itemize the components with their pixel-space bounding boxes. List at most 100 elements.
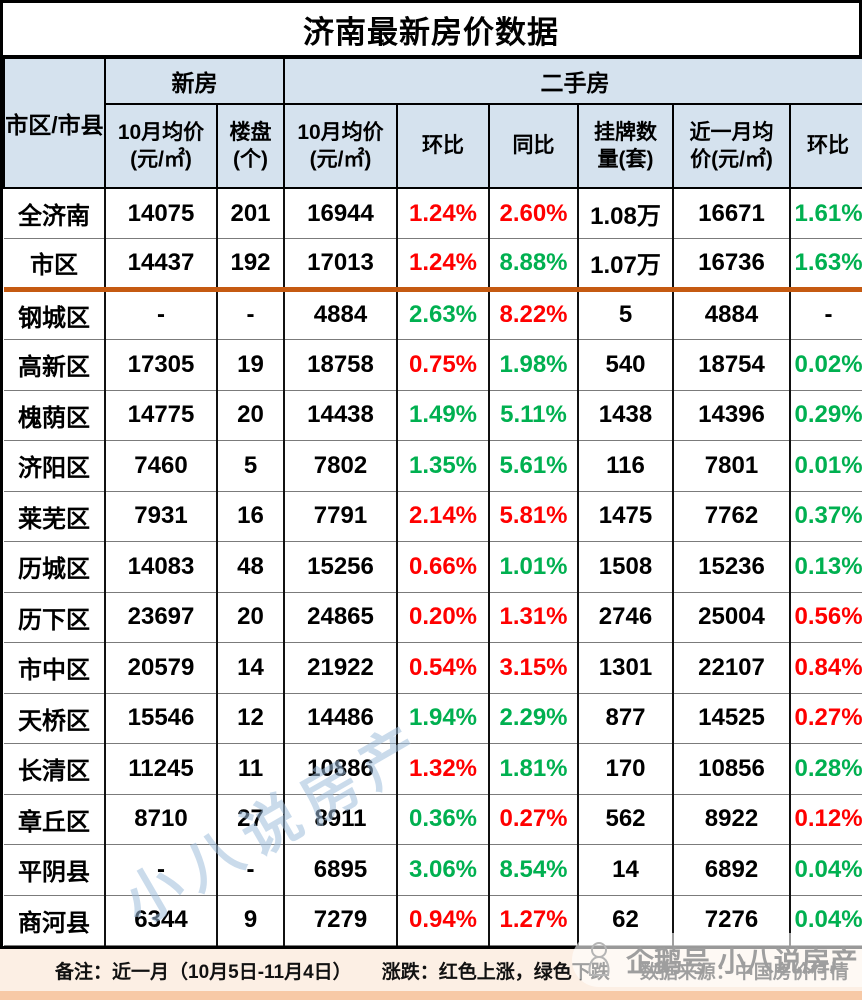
cell-listings: 2746 <box>577 591 674 643</box>
row-label: 长清区 <box>4 743 106 795</box>
row-label: 市区 <box>4 238 106 292</box>
cell-new-count: 201 <box>216 187 285 239</box>
header-line: (元/㎡) <box>309 148 372 171</box>
cell-used-avg: 15256 <box>283 541 398 593</box>
header-used-mom: 环比 <box>396 103 490 189</box>
cell-month-avg: 15236 <box>672 541 791 593</box>
cell-new-avg: 11245 <box>104 743 218 795</box>
cell-used-avg: 10886 <box>283 743 398 795</box>
row-label: 历城区 <box>4 541 106 593</box>
header-line: 价(元/㎡) <box>690 148 773 171</box>
cell-month-mom: - <box>788 288 862 340</box>
table-row: 天桥区 15546 12 14486 1.94% 2.29% 877 14525 0.27% <box>4 692 862 744</box>
cell-used-yoy: 1.27% <box>488 894 579 946</box>
cell-used-mom: 1.35% <box>396 440 490 492</box>
header-line: 量(套) <box>597 148 654 171</box>
cell-used-yoy: 5.61% <box>488 440 579 492</box>
header-line: 环比 <box>422 134 464 158</box>
cell-new-avg: 7460 <box>104 440 218 492</box>
price-table: 市区/市县 新房 二手房 10月均价 (元/㎡) 楼盘 (个) 10月均价 <box>3 57 862 946</box>
cell-used-avg: 8911 <box>283 793 398 845</box>
cell-new-avg: - <box>104 844 218 896</box>
cell-used-avg: 7791 <box>283 490 398 542</box>
account-watermark-badge: 企鹅号 小八说房产 <box>572 933 862 987</box>
cell-listings: 562 <box>577 793 674 845</box>
row-label: 商河县 <box>4 894 106 946</box>
cell-new-count: - <box>216 844 285 896</box>
header-line: (个) <box>233 148 268 171</box>
header-line: 近一月均 <box>689 120 774 144</box>
cell-listings: 1.07万 <box>577 238 674 292</box>
cell-month-avg: 10856 <box>672 743 791 795</box>
cell-used-yoy: 3.15% <box>488 642 579 694</box>
row-label: 济阳区 <box>4 440 106 492</box>
cell-month-mom: 0.37% <box>788 490 862 542</box>
table-row: 平阴县 - -6895 3.06% 8.54% 14 6892 0.04% <box>4 844 862 896</box>
cell-new-count: 14 <box>216 642 285 694</box>
cell-used-avg: 24865 <box>283 591 398 643</box>
table-row: 市中区 20579 14 21922 0.54% 3.15% 1301 22107 0.84% <box>4 642 862 694</box>
cell-used-avg: 7802 <box>283 440 398 492</box>
header-group-row: 市区/市县 新房 二手房 <box>3 57 862 189</box>
cell-month-mom: 0.27% <box>788 692 862 744</box>
table-row: 济阳区 7460 5 7802 1.35% 5.61% 116 7801 0.01% <box>4 440 862 492</box>
cell-new-count: 192 <box>216 238 285 292</box>
cell-month-mom: 1.61% <box>788 187 862 239</box>
table-row: 全济南 14075 201 16944 1.24% 2.60% 1.08万 16671 1.61… <box>4 187 862 239</box>
cell-month-mom: 0.04% <box>788 844 862 896</box>
cell-month-avg: 18754 <box>672 339 791 391</box>
cell-used-avg: 14486 <box>283 692 398 744</box>
table-row: 长清区 11245 11 10886 1.32% 1.81% 170 10856 0.28% <box>4 743 862 795</box>
header-used-avg: 10月均价 (元/㎡) <box>283 103 398 189</box>
cell-listings: 877 <box>577 692 674 744</box>
header-new-avg: 10月均价 (元/㎡) <box>104 103 218 189</box>
cell-used-yoy: 0.27% <box>488 793 579 845</box>
cell-month-avg: 16736 <box>672 238 791 292</box>
cell-month-mom: 0.56% <box>788 591 862 643</box>
cell-new-count: - <box>216 288 285 340</box>
cell-used-yoy: 8.54% <box>488 844 579 896</box>
cell-new-avg: 8710 <box>104 793 218 845</box>
cell-new-avg: 6344 <box>104 894 218 946</box>
cell-used-avg: 14438 <box>283 389 398 441</box>
cell-new-avg: 14775 <box>104 389 218 441</box>
cell-used-mom: 2.14% <box>396 490 490 542</box>
cell-month-avg: 14396 <box>672 389 791 441</box>
cell-used-mom: 1.32% <box>396 743 490 795</box>
title-bar: 济南最新房价数据 <box>3 3 859 57</box>
cell-used-avg: 21922 <box>283 642 398 694</box>
cell-used-avg: 4884 <box>283 288 398 340</box>
cell-listings: 1438 <box>577 389 674 441</box>
cell-month-avg: 7801 <box>672 440 791 492</box>
row-label: 全济南 <box>4 187 106 239</box>
cell-month-mom: 0.02% <box>788 339 862 391</box>
cell-new-count: 5 <box>216 440 285 492</box>
cell-used-yoy: 5.11% <box>488 389 579 441</box>
cell-month-avg: 16671 <box>672 187 791 239</box>
cell-listings: 170 <box>577 743 674 795</box>
cell-used-mom: 0.66% <box>396 541 490 593</box>
cell-new-avg: 20579 <box>104 642 218 694</box>
header-line: 10月均价 <box>297 120 384 144</box>
cell-listings: 116 <box>577 440 674 492</box>
header-new-count: 楼盘 (个) <box>216 103 285 189</box>
cell-listings: 1.08万 <box>577 187 674 239</box>
cell-new-count: 16 <box>216 490 285 542</box>
row-label: 天桥区 <box>4 692 106 744</box>
cell-new-count: 11 <box>216 743 285 795</box>
cell-used-mom: 3.06% <box>396 844 490 896</box>
cell-month-avg: 8922 <box>672 793 791 845</box>
cell-new-count: 20 <box>216 389 285 441</box>
cell-used-mom: 0.54% <box>396 642 490 694</box>
cell-used-mom: 0.75% <box>396 339 490 391</box>
cell-listings: 14 <box>577 844 674 896</box>
header-line: 环比 <box>807 134 850 158</box>
cell-month-avg: 14525 <box>672 692 791 744</box>
cell-used-yoy: 8.88% <box>488 238 579 292</box>
cell-month-mom: 0.29% <box>788 389 862 441</box>
table-row: 高新区 17305 19 18758 0.75% 1.98% 540 18754 0.02% <box>4 339 862 391</box>
cell-used-avg: 17013 <box>283 238 398 292</box>
table-row: 历城区 14083 48 15256 0.66% 1.01% 1508 15236 0.13% <box>4 541 862 593</box>
cell-listings: 1475 <box>577 490 674 542</box>
cell-used-avg: 18758 <box>283 339 398 391</box>
